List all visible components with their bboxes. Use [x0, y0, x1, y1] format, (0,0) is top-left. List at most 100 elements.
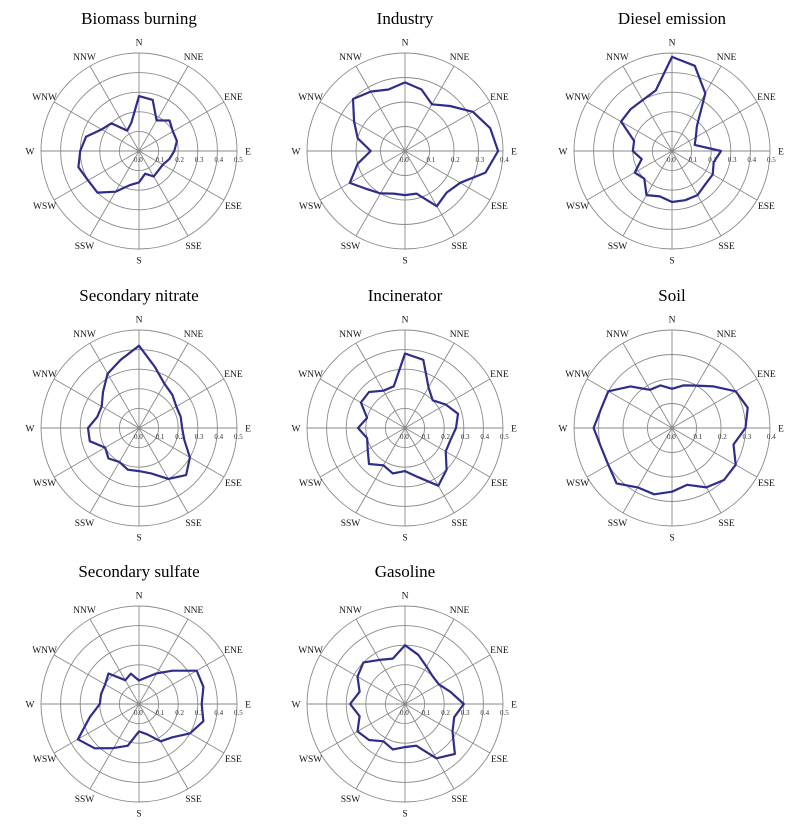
direction-label-nne: NNE: [184, 330, 204, 340]
direction-label-wnw: WNW: [32, 93, 57, 103]
direction-label-ese: ESE: [758, 202, 775, 212]
spoke-ese: [138, 427, 225, 478]
spoke-nne: [138, 65, 189, 152]
direction-label-nne: NNE: [450, 330, 470, 340]
direction-label-wsw: WSW: [299, 755, 322, 765]
direction-label-s: S: [669, 534, 674, 544]
panel-secondary-sulfate: Secondary sulfate N NNE ENE E ESE SSE S SSW WSW W W…: [6, 553, 272, 829]
direction-label-ese: ESE: [225, 479, 242, 489]
direction-label-wnw: WNW: [298, 93, 323, 103]
direction-label-nnw: NNW: [606, 330, 629, 340]
radar-chart: Incinerator N NNE ENE E ESE SSE S SSW WSW W WNW NNW 0…: [292, 286, 518, 544]
direction-label-w: W: [292, 425, 301, 435]
spoke-sse: [671, 427, 722, 514]
chart-title: Diesel emission: [618, 9, 727, 28]
series-polygon: [619, 55, 723, 204]
radial-tick-label: 0.0: [400, 156, 409, 164]
direction-label-w: W: [26, 701, 35, 711]
radial-tick-label: 0.4: [480, 433, 489, 441]
direction-label-nnw: NNW: [73, 53, 96, 63]
radial-tick-label: 0.4: [767, 433, 776, 441]
spoke-ssw: [89, 703, 140, 790]
direction-label-e: E: [245, 701, 251, 711]
direction-label-wsw: WSW: [299, 479, 322, 489]
radial-tick-label: 0.0: [400, 433, 409, 441]
direction-label-sse: SSE: [185, 242, 202, 252]
spoke-ene: [138, 101, 225, 152]
direction-label-n: N: [136, 316, 143, 326]
direction-label-sse: SSE: [451, 795, 468, 805]
direction-label-e: E: [778, 425, 784, 435]
direction-label-ene: ENE: [490, 93, 509, 103]
direction-label-w: W: [26, 148, 35, 158]
spoke-sse: [138, 150, 189, 237]
radial-tick-label: 0.5: [500, 433, 509, 441]
direction-label-ene: ENE: [757, 370, 776, 380]
spoke-ssw: [89, 427, 140, 514]
direction-label-sse: SSE: [451, 242, 468, 252]
direction-label-wsw: WSW: [299, 202, 322, 212]
direction-label-e: E: [245, 425, 251, 435]
direction-label-w: W: [292, 148, 301, 158]
direction-label-n: N: [136, 39, 143, 49]
series-polygon: [77, 94, 178, 194]
direction-label-e: E: [245, 148, 251, 158]
spoke-wnw: [53, 654, 140, 705]
spoke-nne: [404, 618, 455, 705]
spoke-ene: [404, 378, 491, 429]
direction-label-ene: ENE: [224, 370, 243, 380]
direction-label-nne: NNE: [450, 606, 470, 616]
direction-label-nnw: NNW: [339, 53, 362, 63]
direction-label-ene: ENE: [490, 370, 509, 380]
direction-label-s: S: [402, 257, 407, 267]
direction-label-wsw: WSW: [33, 755, 56, 765]
spoke-wsw: [319, 150, 406, 201]
direction-label-e: E: [778, 148, 784, 158]
direction-label-nne: NNE: [450, 53, 470, 63]
series-polygon: [86, 344, 191, 480]
spoke-ese: [671, 427, 758, 478]
radar-chart: Diesel emission N NNE ENE E ESE SSE S SSW WSW W WNW…: [559, 9, 785, 267]
direction-label-w: W: [559, 425, 568, 435]
direction-label-ene: ENE: [490, 646, 509, 656]
direction-label-nne: NNE: [717, 53, 737, 63]
spoke-nne: [138, 618, 189, 705]
spoke-nnw: [355, 618, 406, 705]
series-polygon: [592, 384, 749, 496]
direction-label-nne: NNE: [184, 53, 204, 63]
radial-tick-label: 0.3: [195, 709, 204, 717]
direction-label-s: S: [136, 810, 141, 820]
series-polygon: [348, 644, 465, 760]
spoke-ene: [138, 378, 225, 429]
panel-secondary-nitrate: Secondary nitrate N NNE ENE E ESE SSE S SSW WSW W W…: [6, 277, 272, 553]
radial-tick-label: 0.2: [451, 156, 460, 164]
radial-tick-label: 0.2: [718, 433, 727, 441]
direction-label-ssw: SSW: [341, 519, 361, 529]
direction-label-n: N: [669, 316, 676, 326]
spoke-ese: [404, 703, 491, 754]
direction-label-wsw: WSW: [33, 479, 56, 489]
radial-tick-label: 0.3: [461, 709, 470, 717]
radial-tick-label: 0.2: [441, 433, 450, 441]
direction-label-e: E: [511, 425, 517, 435]
panel-biomass-burning: Biomass burning N NNE ENE E ESE SSE S SSW WSW W WNW…: [6, 0, 272, 276]
spoke-wnw: [53, 101, 140, 152]
spoke-wnw: [586, 101, 673, 152]
panel-diesel-emission: Diesel emission N NNE ENE E ESE SSE S SSW WSW W WNW…: [539, 0, 800, 276]
spoke-nnw: [355, 342, 406, 429]
radar-chart: Biomass burning N NNE ENE E ESE SSE S SSW WSW W WNW…: [26, 9, 252, 267]
radial-tick-label: 0.1: [156, 709, 165, 717]
direction-label-nne: NNE: [184, 606, 204, 616]
direction-label-ssw: SSW: [75, 795, 95, 805]
spoke-sse: [138, 703, 189, 790]
spoke-wsw: [53, 703, 140, 754]
direction-label-sse: SSE: [185, 795, 202, 805]
spoke-ssw: [622, 150, 673, 237]
radial-tick-label: 0.2: [175, 709, 184, 717]
radial-tick-label: 0.3: [461, 433, 470, 441]
radial-tick-label: 0.1: [427, 156, 436, 164]
radial-tick-label: 0.3: [743, 433, 752, 441]
radial-tick-label: 0.5: [234, 156, 243, 164]
radial-tick-label: 0.0: [400, 709, 409, 717]
